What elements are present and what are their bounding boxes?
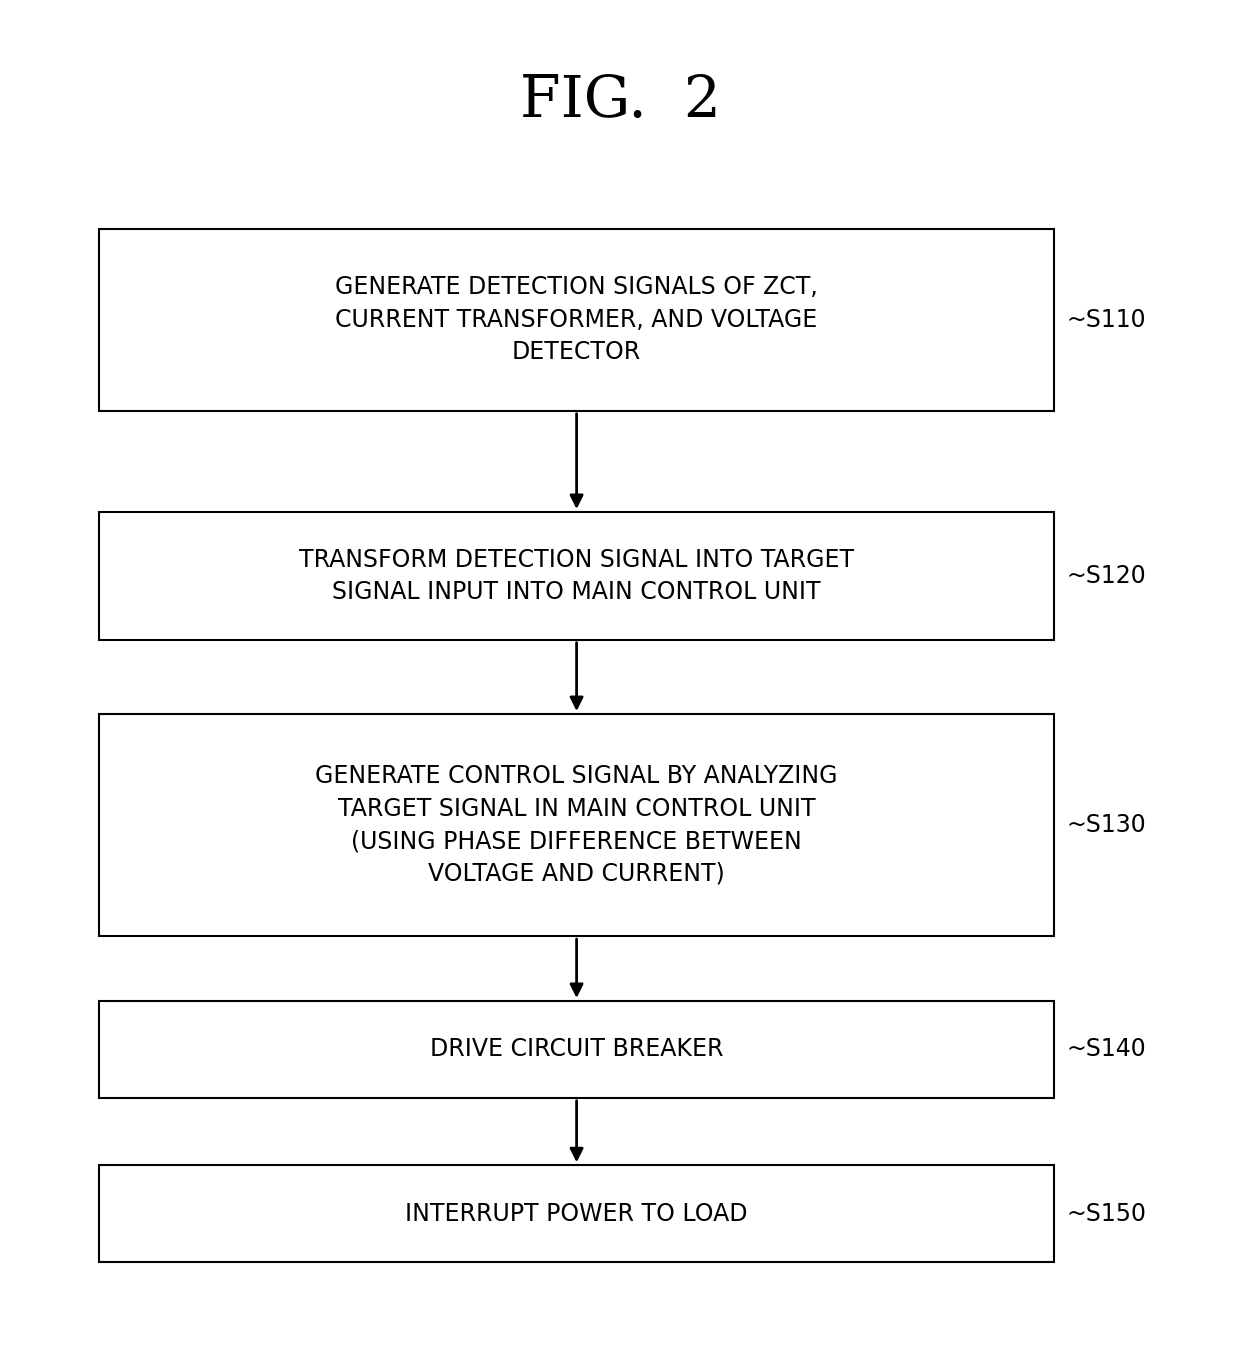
- Bar: [99, 1001, 1054, 1098]
- Text: DRIVE CIRCUIT BREAKER: DRIVE CIRCUIT BREAKER: [430, 1037, 723, 1061]
- Text: INTERRUPT POWER TO LOAD: INTERRUPT POWER TO LOAD: [405, 1202, 748, 1226]
- Bar: [99, 714, 1054, 936]
- Bar: [99, 1165, 1054, 1262]
- Bar: [99, 512, 1054, 640]
- Bar: [99, 229, 1054, 411]
- Text: ~S130: ~S130: [1066, 814, 1146, 836]
- Text: TRANSFORM DETECTION SIGNAL INTO TARGET
SIGNAL INPUT INTO MAIN CONTROL UNIT: TRANSFORM DETECTION SIGNAL INTO TARGET S…: [299, 548, 854, 603]
- Text: ~S110: ~S110: [1066, 308, 1146, 331]
- Text: GENERATE DETECTION SIGNALS OF ZCT,
CURRENT TRANSFORMER, AND VOLTAGE
DETECTOR: GENERATE DETECTION SIGNALS OF ZCT, CURRE…: [335, 275, 818, 365]
- Text: ~S150: ~S150: [1066, 1202, 1147, 1226]
- Text: ~S140: ~S140: [1066, 1037, 1146, 1061]
- Text: ~S120: ~S120: [1066, 564, 1146, 587]
- Text: FIG.  2: FIG. 2: [520, 73, 720, 129]
- Text: GENERATE CONTROL SIGNAL BY ANALYZING
TARGET SIGNAL IN MAIN CONTROL UNIT
(USING P: GENERATE CONTROL SIGNAL BY ANALYZING TAR…: [315, 764, 838, 886]
